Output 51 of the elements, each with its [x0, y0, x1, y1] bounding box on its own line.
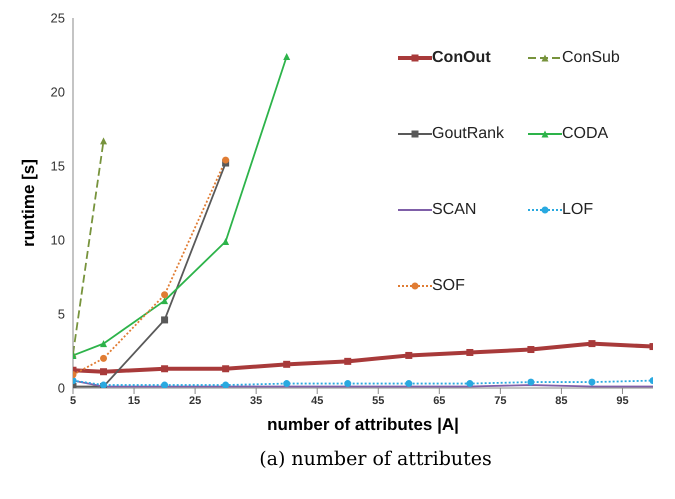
x-tick-label: 65 — [433, 394, 446, 407]
legend-label: SCAN — [432, 201, 476, 219]
x-axis-title: number of attributes |A| — [267, 415, 459, 434]
point — [344, 380, 352, 388]
point — [405, 352, 412, 359]
x-tick-label: 15 — [128, 394, 140, 407]
point — [222, 156, 230, 164]
point — [466, 348, 474, 356]
point — [527, 378, 534, 386]
point — [100, 340, 108, 348]
text: (a) number of attributes — [258, 448, 493, 470]
point — [222, 382, 230, 388]
point — [161, 365, 168, 372]
point — [283, 360, 290, 368]
point — [588, 340, 596, 348]
point — [100, 368, 108, 376]
point — [100, 354, 108, 362]
legend-label: LOF — [562, 201, 594, 219]
point — [161, 382, 168, 388]
y-tick-label: 25 — [50, 10, 65, 26]
x-tick-label: 55 — [372, 394, 384, 407]
point — [344, 358, 352, 365]
point — [588, 378, 596, 386]
x-tick-label: 5 — [70, 394, 76, 407]
legend-label: ConOut — [432, 49, 491, 67]
y-tick-label: 20 — [50, 84, 65, 100]
legend-label: CODA — [562, 125, 608, 143]
x-tick-label: 85 — [555, 394, 568, 407]
y-tick-label: 5 — [58, 306, 65, 322]
x-tick-label: 25 — [188, 394, 202, 407]
y-axis-title: runtime [s] — [19, 159, 38, 247]
point — [222, 365, 230, 372]
legend-label: SOF — [432, 277, 465, 295]
y-tick-label: 0 — [58, 380, 65, 396]
x-tick-label: 35 — [250, 394, 262, 407]
point — [161, 316, 168, 324]
point — [283, 380, 290, 388]
point — [161, 291, 168, 298]
x-tick-label: 75 — [494, 394, 506, 407]
point — [161, 297, 168, 304]
point — [222, 238, 230, 245]
point — [405, 380, 412, 388]
x-tick-label: 45 — [311, 394, 324, 407]
x-tick-label: 95 — [616, 394, 629, 407]
point — [527, 346, 534, 354]
y-tick-label: 15 — [50, 158, 65, 174]
point — [283, 52, 290, 60]
y-tick-label: 10 — [50, 232, 65, 248]
legend-label: GoutRank — [432, 125, 504, 143]
point — [466, 380, 474, 388]
legend-label: ConSub — [562, 49, 620, 67]
